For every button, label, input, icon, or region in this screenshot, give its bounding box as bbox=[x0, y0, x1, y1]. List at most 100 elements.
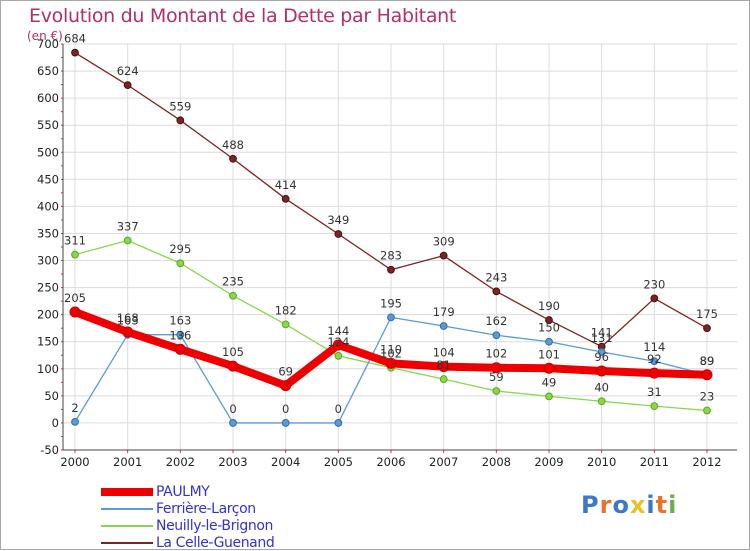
data-label: 624 bbox=[117, 64, 139, 78]
x-tick-label: 2004 bbox=[271, 455, 300, 469]
y-tick-label: 0 bbox=[52, 416, 59, 430]
data-label: 190 bbox=[538, 299, 560, 313]
data-label: 163 bbox=[169, 314, 191, 328]
data-label: 168 bbox=[117, 311, 139, 325]
data-point bbox=[174, 343, 186, 355]
x-tick-label: 2009 bbox=[534, 455, 563, 469]
data-point bbox=[439, 375, 448, 383]
logo-letter: i bbox=[668, 491, 678, 519]
data-label: 0 bbox=[229, 402, 236, 416]
legend-swatch bbox=[101, 507, 153, 510]
logo-letter: r bbox=[599, 491, 613, 519]
data-point bbox=[596, 365, 608, 377]
data-label: 89 bbox=[700, 354, 715, 368]
data-point bbox=[334, 230, 343, 238]
y-tick-label: 100 bbox=[37, 362, 59, 376]
data-label: 337 bbox=[117, 220, 139, 234]
logo-letter: P bbox=[581, 491, 600, 519]
data-label: 40 bbox=[594, 380, 609, 394]
data-point bbox=[176, 330, 185, 339]
data-label: 309 bbox=[433, 235, 455, 249]
data-point bbox=[650, 357, 659, 366]
data-label: 59 bbox=[489, 370, 504, 384]
data-point bbox=[281, 320, 290, 329]
x-tick-label: 2005 bbox=[324, 455, 353, 469]
data-point bbox=[227, 360, 239, 372]
data-label: 49 bbox=[542, 375, 557, 389]
y-tick-label: 400 bbox=[37, 199, 59, 213]
legend-item: PAULMY bbox=[101, 483, 274, 500]
data-label: 2 bbox=[71, 401, 78, 415]
data-label: 243 bbox=[485, 270, 507, 284]
data-label: 283 bbox=[380, 249, 402, 263]
data-point bbox=[650, 294, 659, 303]
data-label: 92 bbox=[647, 352, 662, 366]
data-label: 0 bbox=[282, 402, 289, 416]
x-tick-label: 2002 bbox=[166, 455, 195, 469]
data-point bbox=[439, 322, 448, 330]
legend-swatch bbox=[101, 487, 153, 496]
data-label: 0 bbox=[335, 402, 342, 416]
data-label: 488 bbox=[222, 138, 244, 152]
x-tick-label: 2007 bbox=[429, 455, 458, 469]
y-tick-label: 650 bbox=[37, 64, 59, 78]
data-point bbox=[490, 362, 502, 374]
legend-swatch bbox=[101, 524, 153, 527]
data-label: 131 bbox=[591, 331, 613, 345]
x-tick-label: 2006 bbox=[376, 455, 405, 469]
y-tick-label: 700 bbox=[37, 37, 59, 51]
legend: PAULMY Ferrière-Larçon Neuilly-le-Brignon L… bbox=[101, 483, 275, 551]
x-tick-label: 2001 bbox=[113, 455, 142, 469]
data-label: 195 bbox=[380, 296, 402, 310]
data-label: 96 bbox=[594, 350, 609, 364]
y-tick-label: 250 bbox=[37, 281, 59, 295]
data-label: 105 bbox=[222, 345, 244, 359]
data-point bbox=[439, 251, 448, 260]
x-tick-label: 2008 bbox=[482, 455, 511, 469]
x-tick-label: 2010 bbox=[587, 455, 616, 469]
logo-letter: x bbox=[629, 491, 647, 519]
data-point bbox=[648, 367, 660, 379]
data-point bbox=[122, 326, 134, 338]
data-label: 205 bbox=[64, 291, 86, 305]
data-point bbox=[438, 361, 450, 373]
data-point bbox=[229, 154, 237, 163]
data-label: 141 bbox=[591, 326, 613, 340]
legend-label: Ferrière-Larçon bbox=[156, 500, 256, 517]
data-point bbox=[543, 362, 555, 374]
data-point bbox=[703, 406, 711, 415]
data-point bbox=[703, 324, 711, 333]
data-point bbox=[176, 116, 185, 125]
data-point bbox=[71, 48, 79, 57]
data-point bbox=[71, 417, 79, 426]
legend-item: La Celle-Guenand bbox=[101, 534, 275, 551]
y-tick-label: 300 bbox=[37, 254, 59, 268]
data-point bbox=[71, 250, 79, 259]
data-label: 684 bbox=[64, 32, 86, 46]
plot-area bbox=[63, 44, 737, 450]
data-point bbox=[229, 291, 237, 300]
data-label: 124 bbox=[327, 335, 349, 349]
data-label: 102 bbox=[485, 347, 507, 361]
data-point bbox=[545, 392, 553, 401]
data-label: 163 bbox=[117, 314, 139, 328]
chart-title: Evolution du Montant de la Dette par Hab… bbox=[29, 5, 457, 27]
data-point bbox=[69, 306, 81, 318]
data-point bbox=[334, 419, 343, 427]
chart-subtitle: (en €) bbox=[27, 29, 63, 43]
logo-letter: t bbox=[655, 491, 669, 519]
y-tick-label: 500 bbox=[37, 145, 59, 159]
data-point bbox=[387, 265, 395, 274]
legend-label: La Celle-Guenand bbox=[156, 534, 275, 551]
y-tick-label: 200 bbox=[37, 308, 59, 322]
data-point bbox=[123, 81, 132, 90]
y-tick-label: 550 bbox=[37, 118, 59, 132]
data-point bbox=[545, 337, 553, 346]
data-label: 414 bbox=[275, 178, 297, 192]
data-label: 182 bbox=[275, 303, 297, 317]
proxiti-logo: Proxiti bbox=[581, 491, 677, 519]
data-label: 136 bbox=[169, 328, 191, 342]
data-point bbox=[280, 380, 292, 392]
